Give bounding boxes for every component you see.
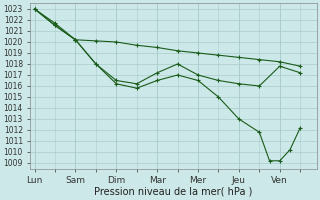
X-axis label: Pression niveau de la mer( hPa ): Pression niveau de la mer( hPa ) bbox=[94, 187, 253, 197]
